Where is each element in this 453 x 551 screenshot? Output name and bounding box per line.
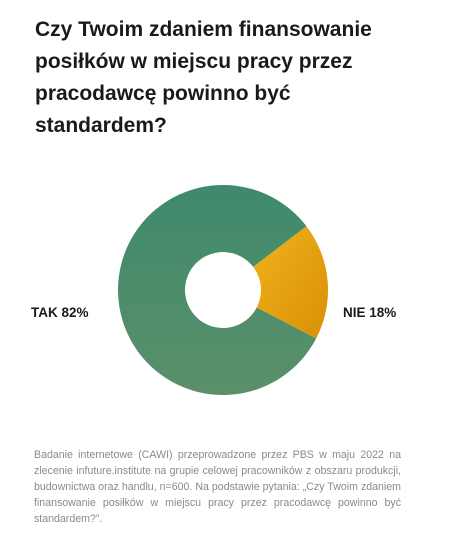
slice-label-tak: TAK 82%	[31, 305, 89, 320]
donut-slices	[118, 185, 329, 395]
chart-title: Czy Twoim zdaniem finansowanie posiłków …	[35, 18, 372, 137]
slice-label-nie: NIE 18%	[343, 305, 397, 320]
slice-tak	[118, 185, 317, 395]
slice-nie	[253, 226, 329, 339]
donut-chart	[118, 185, 329, 395]
methodology-footnote: Badanie internetowe (CAWI) przeprowadzon…	[34, 449, 401, 525]
